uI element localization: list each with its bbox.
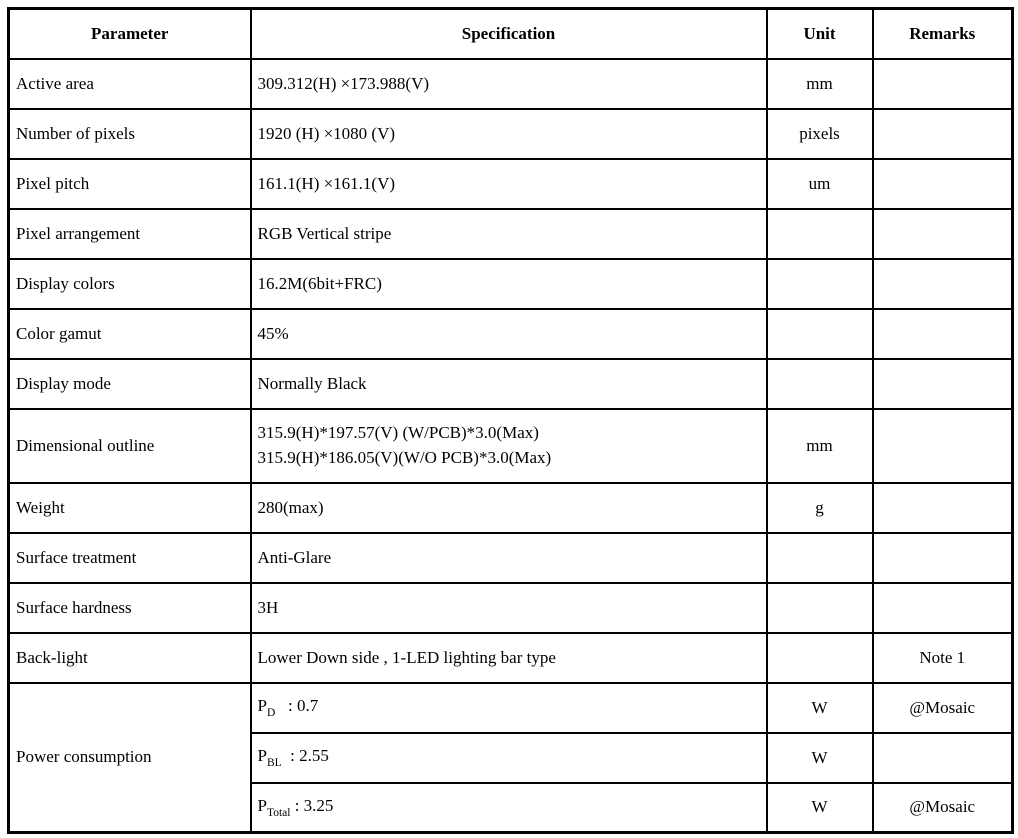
param-cell: Weight (7, 481, 252, 534)
remarks-cell (871, 731, 1014, 784)
spec-cell: 280(max) (249, 481, 768, 534)
remarks-cell (871, 57, 1014, 110)
header-unit: Unit (765, 7, 874, 60)
table-row-display-mode: Display mode Normally Black (7, 357, 1014, 410)
remarks-cell: @Mosaic (871, 681, 1014, 734)
unit-cell (765, 307, 874, 360)
spec-cell: 1920 (H) ×1080 (V) (249, 107, 768, 160)
unit-cell (765, 357, 874, 410)
table-row-dimensional-outline: Dimensional outline 315.9(H)*197.57(V) (… (7, 407, 1014, 484)
table-row-power-pbl: PBL : 2.55 W (9, 731, 1014, 784)
remarks-cell (871, 481, 1014, 534)
param-cell: Surface hardness (7, 581, 252, 634)
unit-cell: W (765, 731, 874, 784)
spec-cell: 161.1(H) ×161.1(V) (249, 157, 768, 210)
power-value: : 2.55 (281, 746, 329, 765)
spec-cell: Normally Black (249, 357, 768, 410)
spec-cell: Lower Down side , 1-LED lighting bar typ… (249, 631, 768, 684)
param-cell: Color gamut (7, 307, 252, 360)
param-cell: Pixel arrangement (7, 207, 252, 260)
unit-cell: mm (765, 407, 874, 484)
remarks-cell (871, 207, 1014, 260)
power-symbol-base: P (257, 795, 267, 815)
remarks-cell (871, 357, 1014, 410)
unit-cell (765, 581, 874, 634)
param-cell: Display mode (7, 357, 252, 410)
table-row-power-pd: Power consumption PD : 0.7 W @Mosaic (7, 681, 1014, 834)
unit-cell: mm (765, 57, 874, 110)
spec-cell: 309.312(H) ×173.988(V) (249, 57, 768, 110)
unit-cell: g (765, 481, 874, 534)
dimensional-spec-line2: 315.9(H)*186.05(V)(W/O PCB)*3.0(Max) (257, 447, 552, 467)
unit-cell (765, 257, 874, 310)
spec-cell: 315.9(H)*197.57(V) (W/PCB)*3.0(Max) 315.… (249, 407, 768, 484)
spec-table: Parameter Specification Unit Remarks Act… (7, 7, 1014, 834)
power-symbol-subscript: D (266, 707, 276, 719)
param-cell: Active area (7, 57, 252, 110)
unit-cell: W (765, 681, 874, 734)
power-symbol-subscript: Total (266, 806, 291, 819)
param-cell: Back-light (7, 631, 252, 684)
remarks-cell (871, 531, 1014, 584)
table-row-power-ptotal: PTotal : 3.25 W @Mosaic (9, 781, 1014, 834)
power-symbol-base: P (257, 696, 267, 715)
table-row-pixel-arrangement: Pixel arrangement RGB Vertical stripe (7, 207, 1014, 260)
table-row-surface-treatment: Surface treatment Anti-Glare (7, 531, 1014, 584)
spec-cell: PBL : 2.55 (249, 731, 768, 784)
power-value: : 0.7 (275, 696, 319, 715)
spec-cell: RGB Vertical stripe (249, 207, 768, 260)
param-cell: Pixel pitch (7, 157, 252, 210)
header-parameter: Parameter (7, 7, 252, 60)
table-header-row: Parameter Specification Unit Remarks (7, 7, 1014, 60)
table-row-back-light: Back-light Lower Down side , 1-LED light… (7, 631, 1014, 684)
unit-cell (765, 631, 874, 684)
remarks-cell (871, 581, 1014, 634)
table-row-weight: Weight 280(max) g (7, 481, 1014, 534)
header-specification: Specification (249, 7, 768, 60)
unit-cell: um (765, 157, 874, 210)
remarks-cell: @Mosaic (871, 781, 1014, 834)
unit-cell: W (765, 781, 874, 834)
remarks-cell (871, 307, 1014, 360)
table-row-display-colors: Display colors 16.2M(6bit+FRC) (7, 257, 1014, 310)
table-row-number-of-pixels: Number of pixels 1920 (H) ×1080 (V) pixe… (7, 107, 1014, 160)
spec-cell: 3H (249, 581, 768, 634)
header-remarks: Remarks (871, 7, 1014, 60)
power-value: : 3.25 (290, 795, 334, 815)
spec-cell: PTotal : 3.25 (249, 781, 768, 834)
table-row-color-gamut: Color gamut 45% (7, 307, 1014, 360)
table-row-surface-hardness: Surface hardness 3H (7, 581, 1014, 634)
remarks-cell (871, 257, 1014, 310)
param-cell: Display colors (7, 257, 252, 310)
unit-cell: pixels (765, 107, 874, 160)
param-cell: Dimensional outline (7, 407, 252, 484)
dimensional-spec-line1: 315.9(H)*197.57(V) (W/PCB)*3.0(Max) (257, 422, 539, 442)
spec-cell: 45% (249, 307, 768, 360)
spec-cell: PD : 0.7 (249, 681, 768, 734)
remarks-cell (871, 107, 1014, 160)
remarks-cell (871, 407, 1014, 484)
table-row-active-area: Active area 309.312(H) ×173.988(V) mm (7, 57, 1014, 110)
remarks-cell: Note 1 (871, 631, 1014, 684)
param-cell-power-consumption: Power consumption (7, 681, 252, 834)
unit-cell (765, 207, 874, 260)
power-symbol-base: P (257, 746, 267, 765)
unit-cell (765, 531, 874, 584)
table-row-pixel-pitch: Pixel pitch 161.1(H) ×161.1(V) um (7, 157, 1014, 210)
param-cell: Surface treatment (7, 531, 252, 584)
param-cell: Number of pixels (7, 107, 252, 160)
remarks-cell (871, 157, 1014, 210)
spec-cell: 16.2M(6bit+FRC) (249, 257, 768, 310)
power-symbol-subscript: BL (266, 757, 282, 769)
spec-cell: Anti-Glare (249, 531, 768, 584)
